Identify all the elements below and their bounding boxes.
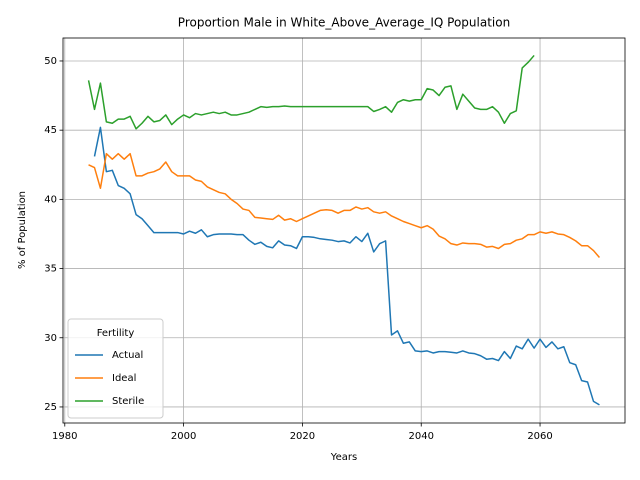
y-tick-label: 50 bbox=[44, 56, 57, 67]
legend-label: Actual bbox=[112, 350, 143, 361]
chart-title: Proportion Male in White_Above_Average_I… bbox=[178, 16, 510, 30]
y-axis-label: % of Population bbox=[17, 191, 28, 269]
axes-frame bbox=[62, 37, 626, 424]
series-line bbox=[88, 152, 601, 258]
series-line bbox=[93, 126, 600, 406]
legend-box bbox=[67, 318, 164, 419]
x-tick-label: 2020 bbox=[290, 431, 315, 442]
x-tick-label: 2060 bbox=[527, 431, 552, 442]
plot-area bbox=[87, 54, 601, 406]
y-tick-label: 35 bbox=[44, 264, 57, 275]
legend-title: Fertility bbox=[97, 328, 135, 339]
y-tick-label: 30 bbox=[44, 333, 57, 344]
x-tick-label: 2000 bbox=[171, 431, 196, 442]
y-tick-label: 25 bbox=[44, 402, 57, 413]
legend-label: Sterile bbox=[112, 396, 144, 407]
legend-label: Ideal bbox=[112, 373, 136, 384]
x-tick-label: 2040 bbox=[409, 431, 434, 442]
ticks: 1980 2000 2020 2040 2060 25 30 35 40 45 50 bbox=[44, 56, 553, 442]
y-tick-label: 40 bbox=[44, 194, 57, 205]
x-tick-label: 1980 bbox=[52, 431, 77, 442]
series-line bbox=[87, 54, 535, 130]
y-tick-label: 45 bbox=[44, 125, 57, 136]
legend: Fertility Actual Ideal Sterile bbox=[67, 318, 164, 419]
x-axis-label: Years bbox=[330, 452, 357, 463]
